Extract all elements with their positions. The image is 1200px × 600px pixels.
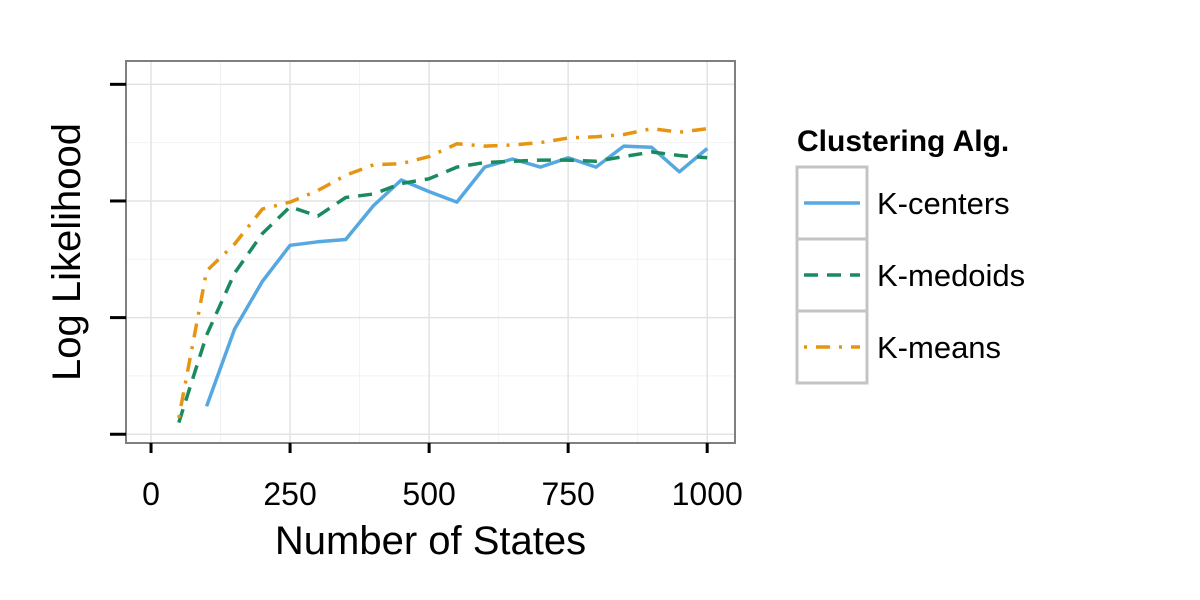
x-tick-label: 1000 xyxy=(672,476,743,512)
axes: 0 250 500 750 1000 xyxy=(110,82,743,512)
plot-panel-border xyxy=(125,60,736,444)
legend-label: K-means xyxy=(877,330,1001,365)
legend-title: Clustering Alg. xyxy=(797,125,1009,158)
legend-label: K-centers xyxy=(877,186,1010,221)
series-line-k-medoids xyxy=(177,150,708,424)
grid xyxy=(126,61,735,443)
x-tick-label: 0 xyxy=(142,476,160,512)
x-tick-label: 250 xyxy=(263,476,316,512)
x-tick-label: 500 xyxy=(402,476,455,512)
series-lines xyxy=(177,126,709,424)
legend-label: K-medoids xyxy=(877,258,1025,293)
legend: Clustering Alg. K-centers K-medoids K-mean… xyxy=(795,125,1025,385)
series-line-k-centers xyxy=(204,144,709,407)
series-line-k-means xyxy=(177,126,708,419)
x-axis-title: Number of States xyxy=(275,519,586,563)
y-axis-title: Log Likelihood xyxy=(45,123,89,381)
x-tick-label: 750 xyxy=(541,476,594,512)
